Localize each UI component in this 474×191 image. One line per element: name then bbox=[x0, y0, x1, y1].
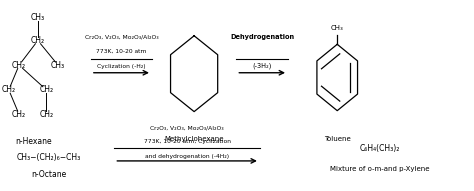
Text: n-Octane: n-Octane bbox=[31, 170, 66, 179]
Text: CH₂: CH₂ bbox=[12, 110, 26, 119]
Text: Cyclization (-H₂): Cyclization (-H₂) bbox=[97, 64, 146, 69]
Text: C₆H₄(CH₃)₂: C₆H₄(CH₃)₂ bbox=[359, 144, 400, 153]
Text: n-Hexane: n-Hexane bbox=[15, 137, 52, 146]
Text: Cr₂O₃, V₂O₃, Mo₂O₃/Al₂O₃: Cr₂O₃, V₂O₃, Mo₂O₃/Al₂O₃ bbox=[150, 125, 224, 130]
Text: CH₃: CH₃ bbox=[51, 61, 65, 70]
Text: CH₂: CH₂ bbox=[2, 85, 16, 94]
Text: Toluene: Toluene bbox=[324, 136, 351, 142]
Text: 773K, 10-20 atm, Cyclization: 773K, 10-20 atm, Cyclization bbox=[144, 139, 230, 144]
Text: Cr₂O₃, V₂O₃, Mo₂O₃/Al₂O₃: Cr₂O₃, V₂O₃, Mo₂O₃/Al₂O₃ bbox=[84, 34, 158, 39]
Text: CH₂: CH₂ bbox=[31, 36, 45, 45]
Text: (-3H₂): (-3H₂) bbox=[253, 63, 272, 69]
Text: 773K, 10-20 atm: 773K, 10-20 atm bbox=[96, 49, 146, 53]
Text: Mixture of o-m-and p-Xylene: Mixture of o-m-and p-Xylene bbox=[330, 166, 429, 172]
Text: CH₂: CH₂ bbox=[39, 85, 54, 94]
Text: Methylclohexane: Methylclohexane bbox=[164, 136, 224, 142]
Text: Dehydrogenation: Dehydrogenation bbox=[230, 34, 294, 40]
Text: CH₃−(CH₂)₆−CH₃: CH₃−(CH₂)₆−CH₃ bbox=[17, 153, 81, 162]
Text: CH₂: CH₂ bbox=[39, 110, 54, 119]
Text: CH₃: CH₃ bbox=[331, 25, 344, 31]
Text: and dehydrogenation (-4H₂): and dehydrogenation (-4H₂) bbox=[145, 154, 229, 159]
Text: CH₃: CH₃ bbox=[31, 13, 45, 22]
Text: CH₂: CH₂ bbox=[12, 61, 26, 70]
